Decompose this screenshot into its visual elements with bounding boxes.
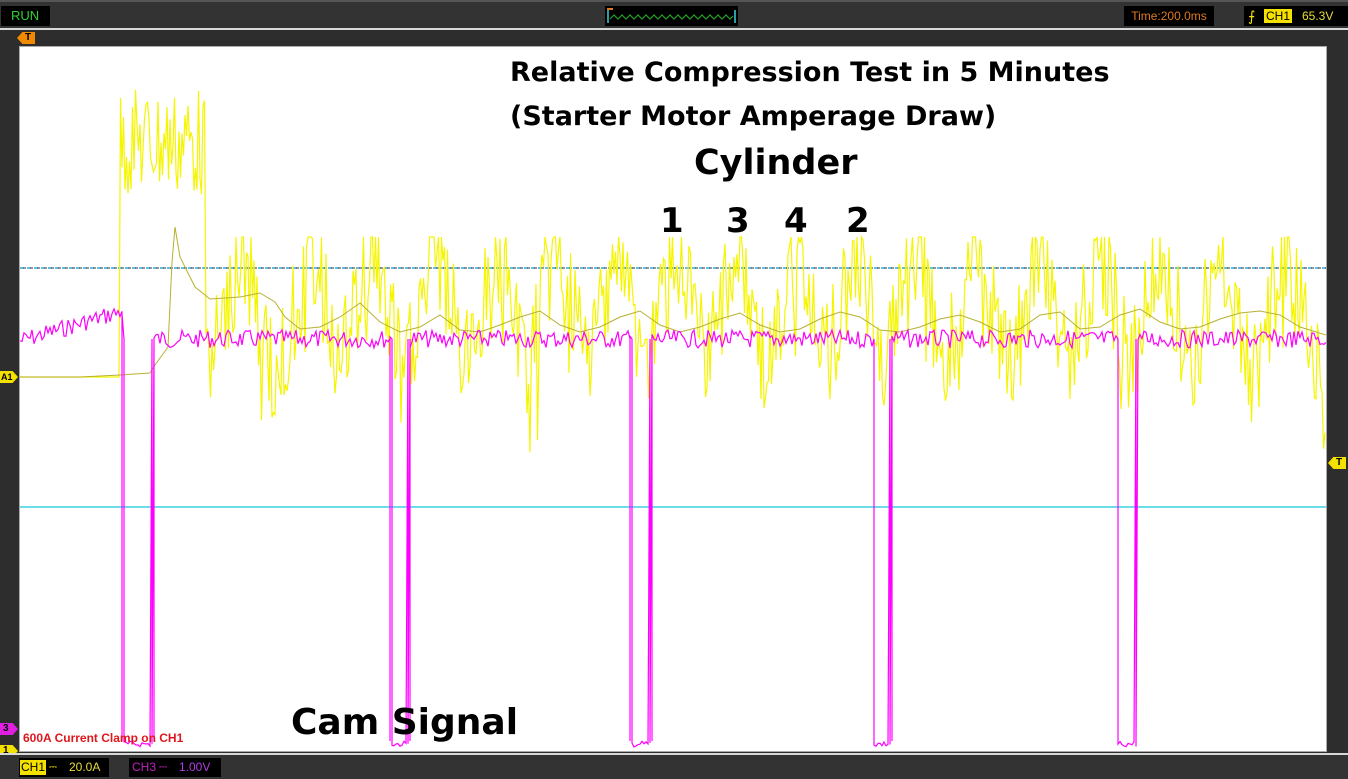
ch1-label: CH1 [20,760,47,775]
trigger-display[interactable]: ⨍ CH1 65.3V [1244,6,1348,26]
chart-title-line1: Relative Compression Test in 5 Minutes [510,57,1110,88]
cylinder-number: 2 [846,201,870,241]
ch1-current-trace [20,89,1326,453]
chart-title-line2: (Starter Motor Amperage Draw) [510,101,997,132]
run-status[interactable]: RUN [1,6,50,26]
cylinder-number: 4 [784,201,808,241]
ch1-scale: 20.0A [69,760,101,774]
clamp-note: 600A Current Clamp on CH1 [23,731,184,745]
ch3-scale: 1.00V [179,760,211,774]
ch3-offset-marker[interactable]: 3 [0,723,18,735]
overview-waveform-icon [607,8,736,23]
ch3-status[interactable]: CH3 ⎓ 1.00V [129,758,221,777]
channel-status-bar: CH1 ⎓ 20.0A CH3 ⎓ 1.00V [0,753,1348,779]
trigger-level: 65.3V [1302,9,1334,23]
ch3-label: CH3 [132,760,157,774]
cylinder-label: Cylinder [694,143,858,183]
cylinder-number: 3 [726,201,750,241]
timebase-display[interactable]: Time:200.0ms [1124,6,1214,26]
dc-coupling-icon: ⎓ [159,762,167,773]
ch1-status[interactable]: CH1 ⎓ 20.0A [19,758,109,777]
divider [0,28,1348,30]
trigger-channel: CH1 [1264,9,1293,23]
waveform-traces [20,89,1326,748]
rising-edge-icon: ⨍ [1248,8,1256,24]
trigger-level-marker[interactable]: T [1328,457,1346,469]
trigger-position-marker[interactable]: T [17,32,35,44]
dc-coupling-icon: ⎓ [49,762,57,773]
ch1-reference-marker[interactable]: A1 [0,371,18,383]
cylinder-number: 1 [660,201,684,241]
top-toolbar: RUN Time:200.0ms ⨍ CH1 65.3V [0,0,1348,28]
ch3-cam-trace [20,307,1326,748]
waveform-overview[interactable] [605,6,738,26]
math-trace [20,226,1326,378]
cam-signal-label: Cam Signal [291,702,519,743]
waveform-plot[interactable]: Relative Compression Test in 5 Minutes (… [19,46,1327,752]
